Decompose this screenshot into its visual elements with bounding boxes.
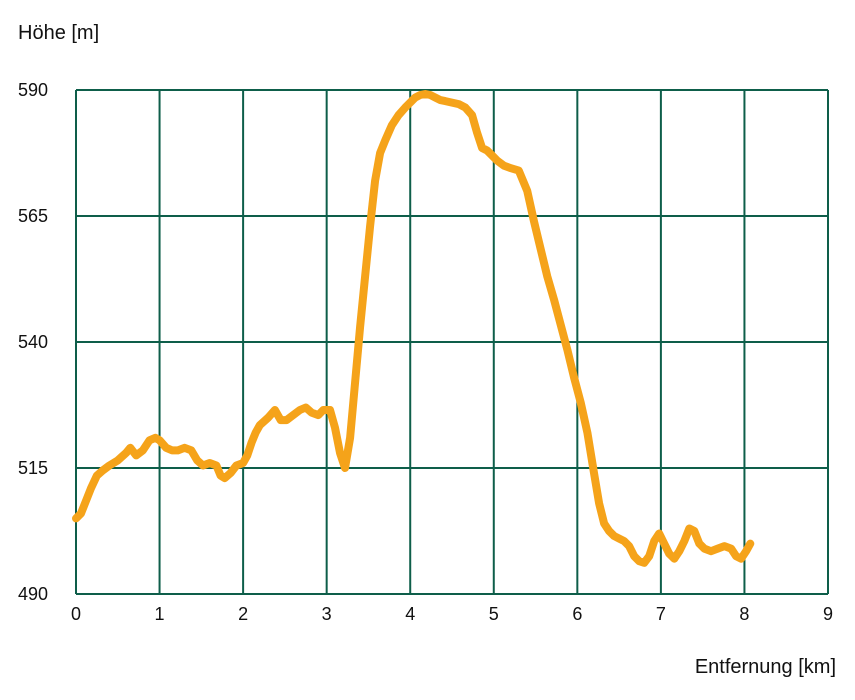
x-tick-label: 6 [572,604,582,624]
y-axis-tick-labels: 490 515 540 565 590 [18,80,48,604]
x-axis-tick-labels: 0 1 2 3 4 5 6 7 8 9 [71,604,833,624]
x-tick-label: 5 [489,604,499,624]
elevation-series-line [72,90,755,567]
y-tick-label: 590 [18,80,48,100]
x-tick-label: 7 [656,604,666,624]
y-tick-label: 565 [18,206,48,226]
x-tick-label: 3 [322,604,332,624]
x-tick-label: 0 [71,604,81,624]
y-axis-title: Höhe [m] [18,22,99,44]
x-tick-label: 9 [823,604,833,624]
x-axis-title: Entfernung [km] [695,656,836,678]
x-tick-label: 8 [739,604,749,624]
series-line-group [72,90,755,567]
y-tick-label: 540 [18,332,48,352]
x-tick-label: 4 [405,604,415,624]
x-tick-label: 1 [155,604,165,624]
y-tick-label: 515 [18,458,48,478]
y-tick-label: 490 [18,584,48,604]
grid [75,89,829,595]
x-tick-label: 2 [238,604,248,624]
